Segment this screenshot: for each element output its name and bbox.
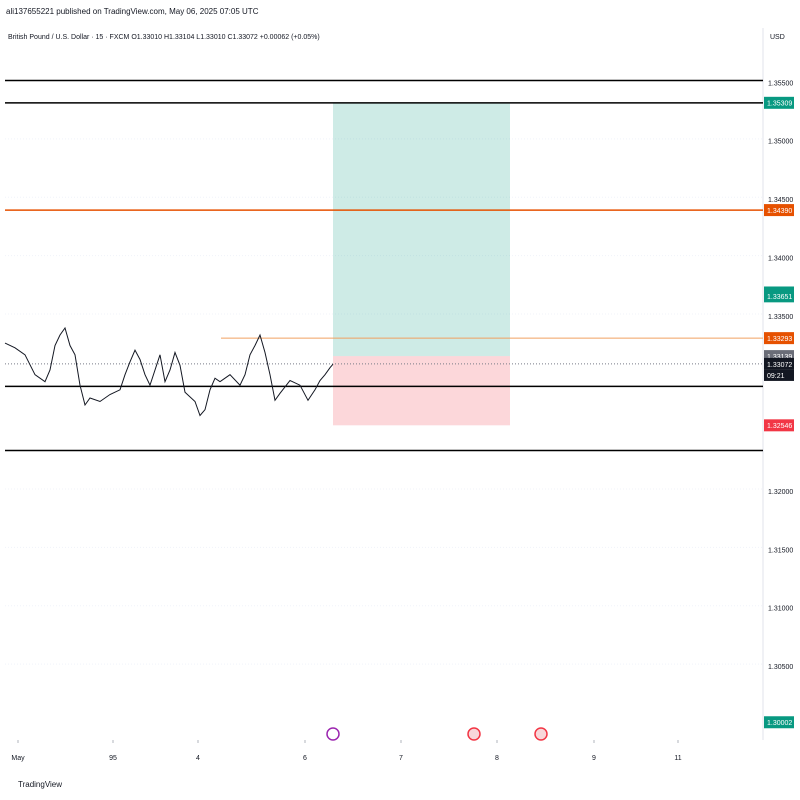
y-tick-label: 1.34500 bbox=[768, 197, 793, 204]
price-line bbox=[4, 326, 334, 417]
event-icon bbox=[467, 727, 481, 741]
x-tick-label: 4 bbox=[196, 755, 200, 762]
y-tick-label: 1.35000 bbox=[768, 139, 793, 146]
price-tag-label: 1.32546 bbox=[767, 423, 792, 430]
price-tag: 1.32546 bbox=[764, 419, 794, 432]
x-tick-label: 95 bbox=[109, 755, 117, 762]
y-tick-label: 1.30500 bbox=[768, 664, 793, 671]
x-tick-label: 6 bbox=[303, 755, 307, 762]
brand: TradingView bbox=[18, 780, 62, 789]
price-tag-box bbox=[764, 290, 794, 303]
x-tick-label: 11 bbox=[674, 755, 681, 762]
price-tag: 1.33293 bbox=[764, 332, 794, 345]
price-tag: 1.34390 bbox=[764, 204, 794, 217]
x-tick-label: 8 bbox=[495, 755, 499, 762]
y-tick-label: 1.33500 bbox=[768, 314, 793, 321]
price-tag-box bbox=[764, 96, 794, 109]
price-tag-label: 1.34390 bbox=[767, 208, 792, 215]
x-tick-label: 7 bbox=[399, 755, 403, 762]
price-tag-label: 1.35309 bbox=[767, 101, 792, 108]
y-tick-label: 1.32000 bbox=[768, 489, 793, 496]
price-tag: 1.30002 bbox=[764, 716, 794, 729]
countdown-box bbox=[764, 369, 794, 381]
price-tag-box bbox=[764, 332, 794, 345]
countdown: 09:21 bbox=[767, 373, 785, 380]
price-tag-label: 1.33293 bbox=[767, 336, 792, 343]
x-tick-label: 9 bbox=[592, 755, 596, 762]
price-tag: 1.33651 bbox=[764, 290, 794, 303]
event-icon bbox=[534, 727, 548, 741]
price-tag-box bbox=[764, 204, 794, 217]
price-tag: 1.35309 bbox=[764, 96, 794, 109]
price-tag-label: 1.33651 bbox=[767, 294, 792, 301]
price-tag-box bbox=[764, 716, 794, 729]
price-tag-box bbox=[764, 419, 794, 432]
x-tick-label: May bbox=[11, 755, 25, 762]
stop-zone bbox=[333, 356, 510, 426]
chart-subtitle: ali137655221 published on TradingView.co… bbox=[6, 7, 259, 16]
event-icon bbox=[326, 727, 340, 741]
price-tag: 1.33072 09:21 bbox=[764, 357, 794, 381]
chart-title: British Pound / U.S. Dollar · 15 · FXCM … bbox=[8, 34, 320, 41]
y-tick-label: 1.35500 bbox=[768, 80, 793, 87]
price-tag-box bbox=[764, 357, 794, 370]
price-tag-label: 1.30002 bbox=[767, 720, 792, 727]
y-tick-label: 1.34000 bbox=[768, 255, 793, 262]
price-tag-label: 1.33139 bbox=[767, 354, 792, 361]
currency: USD bbox=[770, 34, 785, 41]
y-tick-label: 1.31000 bbox=[768, 606, 793, 613]
target-zone bbox=[333, 102, 510, 357]
y-tick-label: 1.31500 bbox=[768, 547, 793, 554]
price-tag-label: 1.33072 bbox=[767, 362, 792, 369]
